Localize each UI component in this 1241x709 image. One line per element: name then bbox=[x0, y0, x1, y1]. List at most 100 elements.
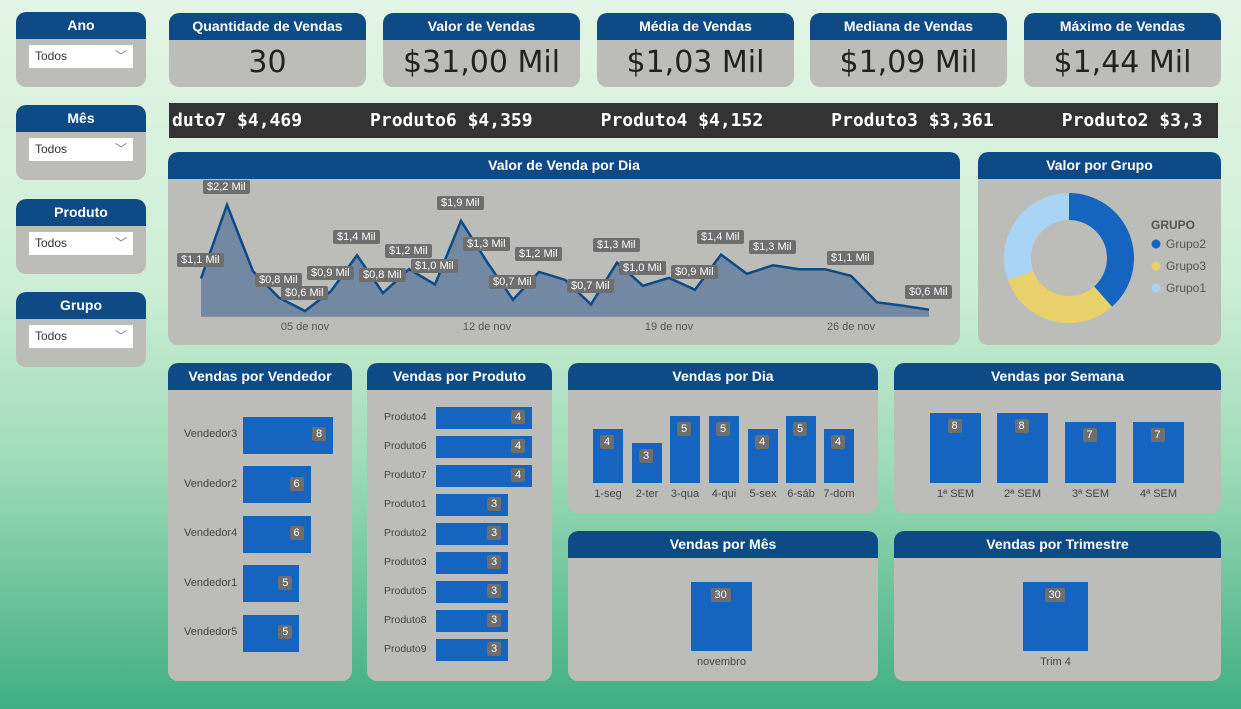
donut-slice-grupo1 bbox=[1004, 193, 1069, 281]
data-label: $1,4 Mil bbox=[333, 230, 380, 245]
dropdown-value: Todos bbox=[35, 329, 68, 343]
line-chart-card: Valor de Venda por Dia 05 de nov 12 de nov… bbox=[168, 152, 960, 345]
data-label: $1,0 Mil bbox=[619, 260, 666, 275]
bar-value-label: 4 bbox=[511, 410, 526, 424]
kpi-card-title: Valor de Vendas bbox=[383, 13, 580, 40]
trimestre-chart-card-title: Vendas por Trimestre bbox=[894, 531, 1221, 558]
chevron-down-icon: ﹀ bbox=[114, 236, 127, 250]
bar-value-label: 3 bbox=[487, 642, 502, 656]
ticker-item: duto7 $4,469 bbox=[172, 110, 303, 131]
category-label: Produto6 bbox=[384, 440, 427, 452]
kpi-card-title: Quantidade de Vendas bbox=[169, 13, 366, 40]
data-label: $0,7 Mil bbox=[489, 274, 536, 289]
bar-value-label: 3 bbox=[487, 526, 502, 540]
category-label: Vendedor3 bbox=[184, 428, 238, 440]
bar-value-label: 3 bbox=[487, 613, 502, 627]
x-tick-label: 12 de nov bbox=[463, 321, 512, 333]
category-label: 1-seg bbox=[594, 488, 622, 500]
bar[interactable] bbox=[436, 465, 532, 487]
ticker-item: Produto3 $3,361 bbox=[831, 110, 994, 131]
slicer-dropdown[interactable]: Todos ﹀ bbox=[29, 45, 133, 68]
slicer-dropdown[interactable]: Todos ﹀ bbox=[29, 138, 133, 161]
donut-chart: GRUPO Grupo2 Grupo3 Grupo1 bbox=[1004, 193, 1206, 323]
legend-item[interactable]: Grupo2 bbox=[1166, 237, 1206, 251]
column-value-label: 5 bbox=[677, 422, 692, 436]
column-value-label: 5 bbox=[793, 422, 808, 436]
category-label: Produto9 bbox=[384, 643, 427, 655]
category-label: 4ª SEM bbox=[1139, 488, 1178, 500]
column-value-label: 4 bbox=[755, 435, 770, 450]
column-value-label: 8 bbox=[1014, 419, 1029, 433]
slicer-3: Grupo Todos ﹀ bbox=[16, 292, 146, 367]
slicer-1: Mês Todos ﹀ bbox=[16, 105, 146, 180]
category-label: Trim 4 bbox=[1040, 656, 1071, 668]
column-value-label: 30 bbox=[710, 588, 731, 602]
slicer-3-title: Grupo bbox=[16, 292, 146, 319]
dropdown-value: Todos bbox=[35, 236, 68, 250]
kpi-value: $1,44 Mil bbox=[1053, 45, 1192, 80]
data-label: $0,8 Mil bbox=[255, 272, 302, 287]
kpi-card-title: Máximo de Vendas bbox=[1024, 13, 1221, 40]
legend-item[interactable]: Grupo3 bbox=[1166, 259, 1206, 273]
bar-value-label: 4 bbox=[511, 439, 526, 453]
column-value-label: 7 bbox=[1082, 427, 1097, 442]
semana-chart-card-title: Vendas por Semana bbox=[894, 363, 1221, 390]
area-chart: 05 de nov 12 de nov 19 de nov 26 de nov bbox=[199, 201, 930, 333]
kpi-card: Quantidade de Vendas 30 bbox=[169, 13, 366, 87]
legend-item[interactable]: Grupo1 bbox=[1166, 281, 1206, 295]
data-label: $0,9 Mil bbox=[671, 264, 718, 279]
category-label: Vendedor2 bbox=[184, 477, 238, 490]
chevron-down-icon: ﹀ bbox=[114, 142, 127, 156]
kpi-card: Mediana de Vendas $1,09 Mil bbox=[810, 13, 1007, 87]
data-label: $0,6 Mil bbox=[905, 284, 952, 299]
kpi-card-title: Mediana de Vendas bbox=[810, 13, 1007, 40]
kpi-card: Máximo de Vendas $1,44 Mil bbox=[1024, 13, 1221, 87]
mes-chart-card: Vendas por Mês 30 novembro bbox=[568, 531, 878, 681]
bar[interactable] bbox=[436, 407, 532, 429]
data-label: $1,3 Mil bbox=[749, 240, 796, 255]
data-label: $1,4 Mil bbox=[697, 229, 744, 244]
kpi-card: Valor de Vendas $31,00 Mil bbox=[383, 13, 580, 87]
semana-chart-card: Vendas por Semana 8 1ª SEM 8 2ª SEM 7 3ª SEM 7 4… bbox=[894, 363, 1221, 513]
category-label: Vendedor4 bbox=[184, 527, 238, 539]
bar-value-label: 4 bbox=[511, 468, 526, 482]
kpi-card-title: Média de Vendas bbox=[597, 13, 794, 40]
column-value-label: 5 bbox=[716, 422, 731, 436]
category-label: 3-qua bbox=[670, 488, 700, 500]
data-label: $1,1 Mil bbox=[827, 250, 874, 265]
slicer-dropdown[interactable]: Todos ﹀ bbox=[29, 325, 133, 348]
ticker-item: Produto4 $4,152 bbox=[600, 110, 764, 131]
vendedor-chart-card-title: Vendas por Vendedor bbox=[168, 363, 352, 390]
kpi-value: 30 bbox=[248, 45, 287, 80]
bar-value-label: 8 bbox=[312, 427, 327, 441]
legend-marker-icon bbox=[1151, 261, 1161, 271]
produto-chart-card: Vendas por Produto Produto4 4 Produto6 4 Prod… bbox=[367, 363, 552, 681]
product-ticker: duto7 $4,469 Produto6 $4,359 Produto4 $4,1… bbox=[169, 103, 1218, 138]
kpi-value: $31,00 Mil bbox=[402, 45, 561, 80]
data-label: $0,9 Mil bbox=[307, 266, 354, 281]
category-label: Produto7 bbox=[384, 469, 427, 481]
column-value-label: 8 bbox=[947, 419, 962, 433]
chevron-down-icon: ﹀ bbox=[114, 49, 127, 63]
bar-value-label: 6 bbox=[289, 526, 304, 540]
bar[interactable] bbox=[436, 436, 532, 458]
kpi-value: $1,03 Mil bbox=[626, 45, 765, 80]
donut-slice-grupo2 bbox=[1069, 193, 1134, 307]
data-label: $1,2 Mil bbox=[515, 246, 562, 261]
category-label: Produto3 bbox=[384, 556, 427, 568]
slicer-dropdown[interactable]: Todos ﹀ bbox=[29, 232, 133, 255]
slicer-0: Ano Todos ﹀ bbox=[16, 12, 146, 87]
slicer-2: Produto Todos ﹀ bbox=[16, 199, 146, 274]
data-label: $1,3 Mil bbox=[593, 237, 640, 252]
x-tick-label: 26 de nov bbox=[827, 321, 876, 333]
data-label: $1,2 Mil bbox=[385, 244, 432, 259]
dia-chart-card-title: Vendas por Dia bbox=[568, 363, 878, 390]
category-label: 3ª SEM bbox=[1071, 488, 1110, 500]
donut-card-title: Valor por Grupo bbox=[978, 152, 1221, 179]
ticker-item: Produto6 $4,359 bbox=[370, 110, 533, 131]
data-label: $1,0 Mil bbox=[411, 259, 458, 274]
x-tick-label: 05 de nov bbox=[281, 321, 330, 333]
category-label: Produto1 bbox=[384, 498, 427, 510]
category-label: Produto4 bbox=[384, 411, 427, 423]
column-value-label: 3 bbox=[639, 448, 654, 463]
